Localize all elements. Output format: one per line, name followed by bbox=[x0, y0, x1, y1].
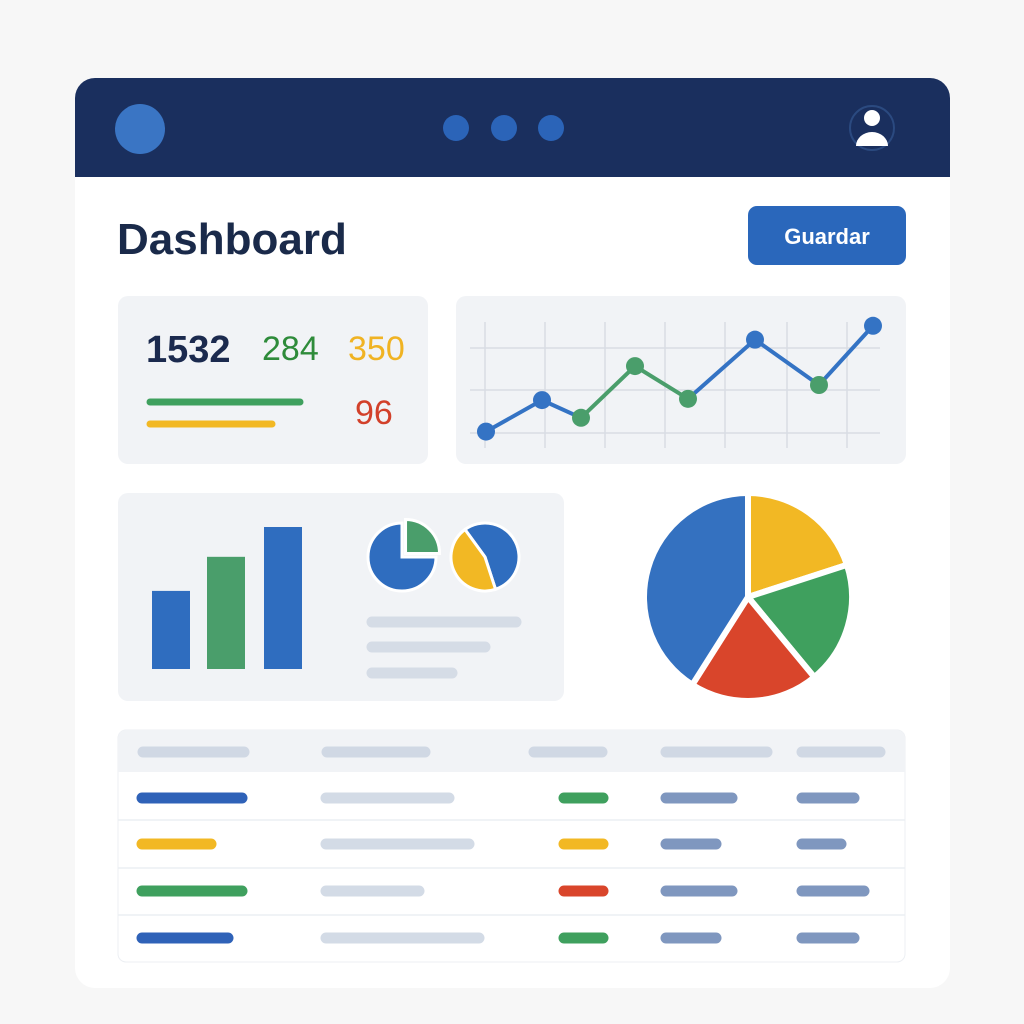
stats-panel bbox=[118, 296, 428, 464]
stat-value: 1532 bbox=[146, 329, 231, 371]
table bbox=[117, 729, 906, 963]
nav-dot[interactable] bbox=[538, 115, 564, 141]
bar bbox=[207, 556, 245, 669]
line-segment bbox=[633, 364, 690, 401]
bar bbox=[152, 590, 190, 669]
placeholder-text bbox=[366, 616, 522, 679]
line-segment bbox=[817, 324, 875, 387]
save-button[interactable]: Guardar bbox=[748, 206, 906, 265]
stat-value: 96 bbox=[355, 394, 393, 432]
stat-value: 284 bbox=[262, 330, 319, 368]
pie-slice bbox=[366, 521, 438, 593]
line-segment bbox=[579, 364, 637, 420]
pie-slice bbox=[641, 489, 751, 689]
nav-dot[interactable] bbox=[443, 115, 469, 141]
button-label[interactable]: Guardar bbox=[784, 224, 870, 249]
line-point bbox=[864, 316, 882, 335]
pie-slice bbox=[449, 527, 498, 593]
pie-slice bbox=[742, 561, 855, 682]
pie-slice bbox=[404, 517, 442, 555]
user-icon[interactable] bbox=[849, 105, 895, 151]
line-segment bbox=[753, 338, 821, 387]
bar bbox=[264, 527, 302, 669]
line-point bbox=[477, 422, 495, 441]
pie-slice bbox=[462, 521, 521, 592]
page-title: Dashboard bbox=[117, 215, 347, 264]
line-point bbox=[810, 376, 828, 394]
line-point bbox=[679, 389, 697, 408]
line-segment bbox=[485, 398, 543, 434]
nav-dot[interactable] bbox=[491, 115, 517, 141]
stat-value: 350 bbox=[348, 330, 405, 368]
line-point bbox=[572, 408, 590, 427]
logo[interactable] bbox=[115, 104, 165, 154]
line-panel bbox=[456, 296, 906, 464]
pie-slice bbox=[688, 591, 819, 704]
line-point bbox=[746, 330, 764, 349]
line-point bbox=[533, 391, 551, 410]
line-segment bbox=[686, 338, 757, 401]
line-point bbox=[626, 357, 644, 376]
